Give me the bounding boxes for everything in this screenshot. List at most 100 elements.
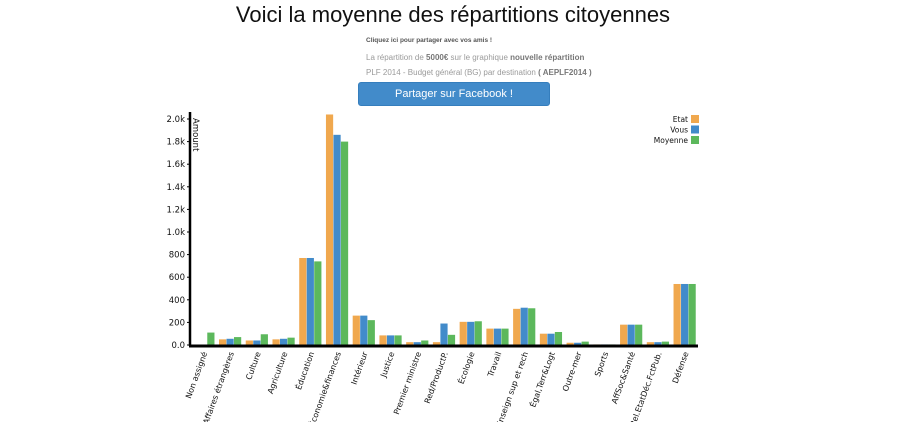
bar-moyenne xyxy=(474,321,482,345)
x-category-label: Premier ministre xyxy=(392,351,423,416)
bar-vous xyxy=(627,324,635,345)
y-tick-label: 1.8k xyxy=(167,138,186,148)
bar-etat xyxy=(432,342,441,345)
bar-etat xyxy=(379,335,387,345)
legend-label: Moyenne xyxy=(654,136,689,145)
bar-etat xyxy=(219,339,227,345)
bar-vous xyxy=(574,342,582,345)
bar-etat xyxy=(299,257,307,345)
page-title: Voici la moyenne des répartitions citoye… xyxy=(235,2,671,27)
bar-etat xyxy=(325,114,334,345)
bar-moyenne xyxy=(554,332,563,345)
bar-etat xyxy=(406,342,414,345)
y-tick-label: 1.2k xyxy=(167,205,186,215)
repartition-highlight: nouvelle répartition xyxy=(510,53,585,62)
x-category-label: Sports xyxy=(593,351,610,378)
bar-vous xyxy=(520,307,528,345)
bar-moyenne xyxy=(581,341,589,345)
bar-moyenne xyxy=(207,332,215,345)
bar-moyenne xyxy=(234,337,242,345)
x-category-label: Red/ProductP. xyxy=(423,351,450,405)
bar-moyenne xyxy=(340,141,349,345)
bar-vous xyxy=(226,338,234,345)
legend-label: Etat xyxy=(673,115,688,124)
bar-vous xyxy=(493,328,502,345)
bar-moyenne xyxy=(661,341,669,345)
bar-vous xyxy=(279,338,288,345)
x-category-label: Justice xyxy=(379,351,397,380)
bar-etat xyxy=(245,340,253,345)
bar-moyenne xyxy=(394,335,402,345)
bar-moyenne xyxy=(314,261,322,345)
bar-etat xyxy=(673,283,681,345)
bar-etat xyxy=(459,321,467,345)
plf-label: PLF 2014 - Budget général (BG) par desti… xyxy=(366,68,539,77)
bar-vous xyxy=(467,321,475,345)
y-tick-label: 600 xyxy=(169,273,185,283)
bar-etat xyxy=(513,308,521,345)
bar-etat xyxy=(620,324,628,345)
y-tick-label: 200 xyxy=(169,318,185,328)
facebook-share-button[interactable]: Partager sur Facebook ! xyxy=(358,82,550,106)
bar-moyenne xyxy=(635,324,643,345)
repartition-amount: 5000€ xyxy=(426,53,449,62)
bar-etat xyxy=(272,339,280,345)
y-axis-ticks: 0.0 200 400 600 800 1.0k 1.2k 1.4k 1.6k 1.8k 2.0k xyxy=(167,115,190,351)
bar-vous xyxy=(413,342,421,345)
bar-moyenne xyxy=(688,283,696,345)
bar-vous xyxy=(440,323,448,345)
x-category-label: Défense xyxy=(670,350,691,384)
bar-etat xyxy=(646,342,654,345)
bar-moyenne xyxy=(260,334,268,345)
repartition-text: La répartition de 5000€ sur le graphique… xyxy=(366,53,584,62)
bar-vous xyxy=(681,283,689,345)
y-tick-label: 0.0 xyxy=(171,341,185,351)
repartition-prefix: La répartition de xyxy=(366,53,427,62)
legend-label: Vous xyxy=(670,126,688,135)
x-category-label: Travail xyxy=(486,351,504,379)
bar-moyenne xyxy=(501,328,509,345)
x-category-label: AffSoc&Santé xyxy=(609,350,637,405)
y-tick-label: 1.0k xyxy=(167,228,186,238)
x-category-label: Intérieur xyxy=(349,350,370,386)
share-link[interactable]: Cliquez ici pour partager avec vos amis … xyxy=(366,37,493,44)
bar-moyenne xyxy=(367,320,375,345)
y-tick-label: 1.6k xyxy=(167,160,186,170)
y-axis-title: Amount xyxy=(190,118,200,152)
bar-etat xyxy=(539,333,548,345)
legend-swatch xyxy=(691,136,699,144)
x-category-label: Éducation xyxy=(292,350,316,391)
bar-marks xyxy=(192,114,696,346)
x-category-label: Non assigné xyxy=(183,350,209,400)
legend-swatch xyxy=(691,125,699,134)
x-category-label: Écologie xyxy=(455,350,477,385)
repartition-middle: sur le graphique xyxy=(448,53,511,62)
bar-vous xyxy=(306,257,314,345)
bar-etat xyxy=(566,342,574,345)
bar-moyenne xyxy=(528,308,536,345)
x-category-label: Culture xyxy=(244,351,262,382)
bar-etat xyxy=(486,328,494,345)
bar-etat xyxy=(352,315,360,345)
plf-text: PLF 2014 - Budget général (BG) par desti… xyxy=(366,68,592,77)
bar-vous xyxy=(333,134,341,345)
bar-vous xyxy=(547,333,555,345)
y-tick-label: 400 xyxy=(169,296,185,306)
bar-vous xyxy=(253,340,261,345)
x-category-label: Outre-mer xyxy=(561,350,584,393)
bar-moyenne xyxy=(421,340,429,345)
bar-vous xyxy=(360,315,368,345)
y-tick-label: 2.0k xyxy=(167,115,186,125)
x-category-label: Agriculture xyxy=(266,351,290,395)
y-tick-label: 800 xyxy=(169,251,185,261)
bar-vous xyxy=(386,335,395,345)
bar-moyenne xyxy=(447,334,456,345)
bar-vous xyxy=(654,342,662,345)
plf-code: ( AEPLF2014 ) xyxy=(538,68,592,77)
bar-moyenne xyxy=(287,337,295,345)
x-category-label: Égal,Terr&Logt xyxy=(527,350,557,409)
y-tick-label: 1.4k xyxy=(167,183,186,193)
